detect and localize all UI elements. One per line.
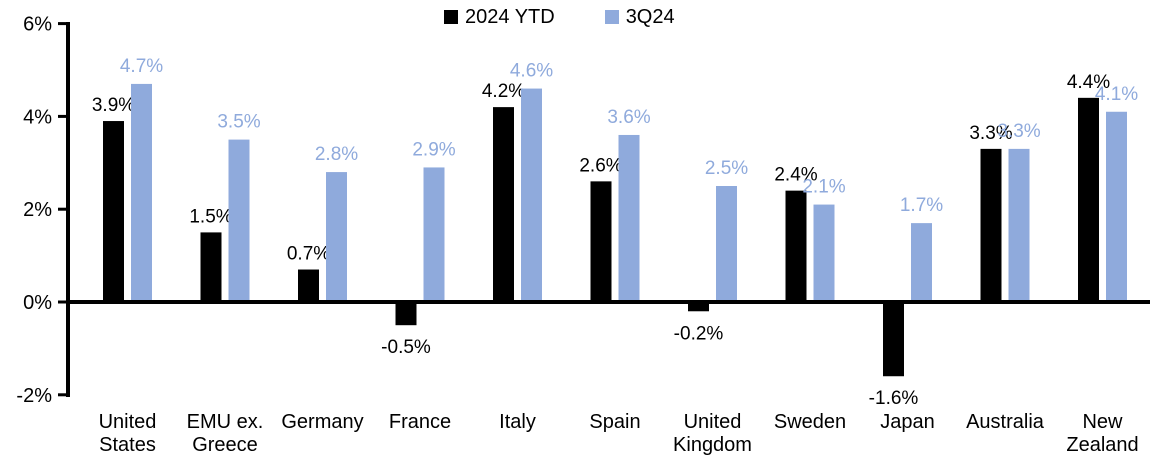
bar-2024-ytd-sweden	[785, 190, 807, 302]
bar-3q24-australia	[1008, 148, 1030, 302]
bar-2024-ytd-spain	[590, 181, 612, 302]
value-label-3q24-sweden: 2.1%	[802, 177, 845, 198]
value-label-3q24-new-zealand: 4.1%	[1095, 84, 1138, 105]
x-category-label-france-line1: France	[389, 411, 451, 433]
bar-2024-ytd-france	[395, 302, 417, 326]
y-axis-tick-4	[58, 114, 66, 118]
legend-swatch-3q24	[604, 10, 619, 24]
x-category-label-australia-line1: Australia	[966, 411, 1045, 433]
x-category-label-new-zealand-line1: New	[1082, 411, 1123, 433]
value-label-3q24-spain: 3.6%	[607, 107, 650, 128]
x-category-label-germany-line1: Germany	[281, 411, 363, 433]
bar-2024-ytd-new-zealand	[1078, 97, 1099, 302]
x-category-label-emu-ex-greece-line1: EMU ex.	[187, 411, 264, 433]
legend-label-3q24: 3Q24	[625, 6, 675, 28]
bar-2024-ytd-emu-ex-greece	[200, 232, 222, 302]
bar-3q24-new-zealand	[1106, 111, 1127, 302]
value-label-3q24-japan: 1.7%	[900, 195, 943, 216]
bar-3q24-united-kingdom	[716, 186, 737, 302]
bar-3q24-emu-ex-greece	[228, 139, 250, 302]
y-tick-label-2: 2%	[23, 199, 52, 221]
x-category-label-italy-line1: Italy	[499, 411, 536, 433]
value-label-2024-ytd-italy: 4.2%	[482, 81, 525, 102]
bar-3q24-france	[423, 167, 445, 302]
value-label-2024-ytd-united-kingdom: -0.2%	[674, 323, 724, 344]
y-axis-tick-0	[58, 300, 66, 304]
bar-2024-ytd-germany	[298, 269, 319, 302]
value-label-2024-ytd-united-states: 3.9%	[92, 95, 135, 116]
value-label-3q24-united-kingdom: 2.5%	[705, 158, 748, 179]
value-label-3q24-germany: 2.8%	[315, 144, 358, 165]
value-label-2024-ytd-spain: 2.6%	[579, 155, 622, 176]
value-label-3q24-italy: 4.6%	[510, 61, 553, 82]
y-tick-label-2: -2%	[16, 385, 52, 407]
y-tick-label-0: 0%	[23, 292, 52, 314]
bar-3q24-united-states	[131, 83, 152, 302]
x-category-label-united-states-line2: States	[99, 434, 156, 456]
legend-label-2024-ytd: 2024 YTD	[465, 6, 555, 28]
value-label-3q24-australia: 3.3%	[997, 121, 1040, 142]
value-label-3q24-emu-ex-greece: 3.5%	[217, 112, 260, 133]
legend-swatch-2024-ytd	[444, 10, 458, 24]
chart-legend: 2024 YTD 3Q24	[444, 5, 675, 29]
bar-3q24-spain	[618, 134, 640, 302]
value-label-3q24-united-states: 4.7%	[120, 56, 163, 77]
y-axis-tick-2	[58, 207, 66, 211]
value-label-2024-ytd-australia: 3.3%	[969, 123, 1012, 144]
bar-2024-ytd-united-states	[103, 121, 124, 302]
bar-2024-ytd-australia	[980, 148, 1002, 302]
x-category-label-sweden-line1: Sweden	[774, 411, 846, 433]
bar-3q24-italy	[521, 88, 542, 302]
bar-3q24-germany	[326, 172, 347, 302]
x-category-label-united-kingdom-line2: Kingdom	[673, 434, 752, 456]
value-label-2024-ytd-new-zealand: 4.4%	[1067, 72, 1110, 93]
value-label-2024-ytd-germany: 0.7%	[287, 244, 330, 265]
legend-item-2024-ytd: 2024 YTD	[444, 5, 555, 29]
value-label-3q24-france: 2.9%	[412, 139, 455, 160]
x-category-label-emu-ex-greece-line2: Greece	[192, 434, 258, 456]
value-label-2024-ytd-japan: -1.6%	[869, 388, 919, 409]
x-category-label-new-zealand-line2: Zealand	[1066, 434, 1138, 456]
legend-item-3q24: 3Q24	[604, 5, 675, 29]
bar-3q24-sweden	[813, 204, 835, 302]
bar-2024-ytd-united-kingdom	[688, 302, 709, 312]
bar-3q24-japan	[911, 223, 932, 302]
x-category-label-japan-line1: Japan	[880, 411, 935, 433]
value-label-2024-ytd-sweden: 2.4%	[774, 165, 817, 186]
y-tick-label-4: 4%	[23, 106, 52, 128]
y-axis-tick-6	[58, 22, 66, 26]
x-category-label-united-kingdom-line1: United	[684, 411, 742, 433]
bar-2024-ytd-japan	[883, 302, 904, 377]
y-axis-tick-2	[58, 393, 66, 397]
value-label-2024-ytd-france: -0.5%	[381, 337, 431, 358]
value-label-2024-ytd-emu-ex-greece: 1.5%	[189, 206, 232, 227]
y-tick-label-6: 6%	[23, 14, 52, 36]
x-axis-zero-line	[66, 300, 1150, 304]
bar-2024-ytd-italy	[493, 107, 514, 303]
y-axis-line	[66, 22, 70, 397]
x-category-label-united-states-line1: United	[99, 411, 157, 433]
x-category-label-spain-line1: Spain	[589, 411, 640, 433]
